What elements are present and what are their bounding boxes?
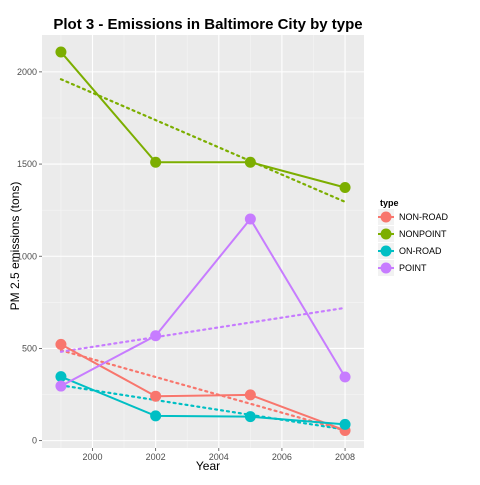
plot-panel xyxy=(42,35,364,448)
x-axis-label: Year xyxy=(196,459,220,473)
legend-label-non-road: NON-ROAD xyxy=(399,212,448,222)
chart-title: Plot 3 - Emissions in Baltimore City by … xyxy=(53,16,362,33)
y-tick-label: 2000 xyxy=(17,67,37,77)
point-point xyxy=(150,330,162,342)
trend-line-nonpoint xyxy=(59,78,347,203)
point-nonpoint xyxy=(339,181,351,193)
point-non-road xyxy=(244,389,256,401)
legend-key-point-on-road xyxy=(380,245,392,257)
point-on-road xyxy=(150,410,162,422)
point-non-road xyxy=(55,338,67,350)
x-tick-label: 2004 xyxy=(209,452,229,462)
y-tick-label: 0 xyxy=(32,436,37,446)
y-tick-label: 1500 xyxy=(17,159,37,169)
series-points xyxy=(55,46,351,436)
point-nonpoint xyxy=(55,46,67,58)
point-on-road xyxy=(244,411,256,423)
point-non-road xyxy=(150,390,162,402)
minor-gridlines xyxy=(42,35,364,448)
series-line-point xyxy=(60,217,346,387)
trend-line-non-road xyxy=(59,349,347,432)
major-gridlines xyxy=(42,35,364,448)
x-tick-label: 2006 xyxy=(272,452,292,462)
legend-label-point: POINT xyxy=(399,263,427,273)
point-nonpoint xyxy=(150,156,162,168)
point-point xyxy=(244,213,256,225)
x-tick-label: 2000 xyxy=(82,452,102,462)
legend-key-point-point xyxy=(380,262,392,274)
legend-title: type xyxy=(380,198,399,208)
trend-lines xyxy=(59,78,347,432)
legend: type NON-ROAD NONPOINT ON-ROAD POINT xyxy=(378,198,448,276)
series-line-nonpoint xyxy=(60,51,346,189)
legend-key-point-non-road xyxy=(380,211,392,223)
y-axis-ticks: 0 500 1000 1500 2000 xyxy=(17,67,42,446)
legend-label-nonpoint: NONPOINT xyxy=(399,229,447,239)
trend-line-point xyxy=(59,306,347,353)
point-on-road xyxy=(339,418,351,430)
series-line-non-road xyxy=(60,343,346,432)
y-tick-label: 1000 xyxy=(17,251,37,261)
point-nonpoint xyxy=(244,156,256,168)
x-tick-label: 2002 xyxy=(146,452,166,462)
trend-line-on-road xyxy=(59,384,347,431)
series-lines xyxy=(60,51,346,432)
legend-label-on-road: ON-ROAD xyxy=(399,246,442,256)
point-on-road xyxy=(55,371,67,383)
y-axis-label: PM 2.5 emissions (tons) xyxy=(8,182,22,311)
legend-key-point-nonpoint xyxy=(380,228,392,240)
x-axis-ticks: 2000 2002 2004 2006 2008 xyxy=(82,448,355,462)
series-line-on-road xyxy=(60,375,346,426)
x-tick-label: 2008 xyxy=(335,452,355,462)
point-point xyxy=(55,380,67,392)
y-tick-label: 500 xyxy=(22,343,37,353)
point-point xyxy=(339,371,351,383)
